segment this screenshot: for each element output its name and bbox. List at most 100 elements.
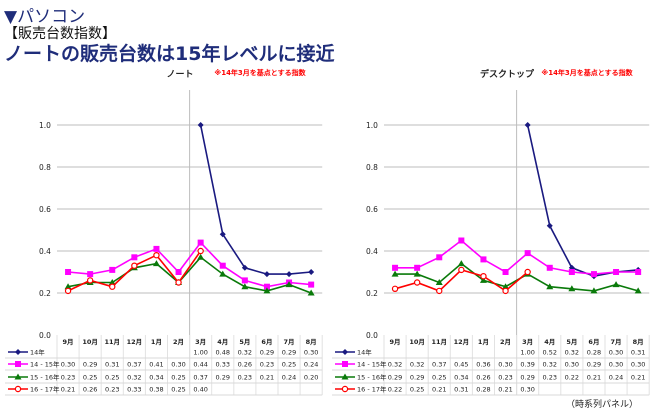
x-tick-label: 3月 xyxy=(522,338,533,346)
data-label: 0.41 xyxy=(149,361,163,369)
data-point xyxy=(286,271,293,278)
data-label: 0.29 xyxy=(388,374,402,382)
data-label: 0.30 xyxy=(498,361,512,369)
chart-note: ※14年3月を基点とする指数 xyxy=(541,68,633,77)
y-tick-label: 0.4 xyxy=(366,247,378,256)
data-label: 0.28 xyxy=(587,349,601,357)
x-tick-label: 2月 xyxy=(173,338,184,346)
data-label: 0.25 xyxy=(282,361,296,369)
x-tick-label: 4月 xyxy=(544,338,555,346)
data-point xyxy=(391,270,399,277)
data-point xyxy=(241,264,248,271)
legend-label: 14 - 15年 xyxy=(30,360,60,369)
data-label: 0.37 xyxy=(193,374,207,382)
data-point xyxy=(414,264,421,271)
data-label: 0.30 xyxy=(520,386,534,394)
y-tick-label: 0.6 xyxy=(39,205,51,214)
data-label: 0.29 xyxy=(282,349,296,357)
x-tick-label: 5月 xyxy=(566,338,577,346)
y-tick-label: 1.0 xyxy=(39,121,51,130)
data-label: 0.26 xyxy=(238,361,252,369)
data-point xyxy=(458,266,465,274)
data-point xyxy=(524,122,531,128)
data-point xyxy=(109,283,116,290)
data-point xyxy=(308,281,315,288)
data-point xyxy=(87,271,94,278)
data-label: 0.44 xyxy=(193,361,207,369)
data-label: 0.21 xyxy=(587,374,601,382)
data-point xyxy=(175,279,182,286)
data-label: 0.32 xyxy=(410,361,424,369)
y-tick-label: 0.2 xyxy=(366,289,378,298)
x-tick-label: 6月 xyxy=(588,338,599,346)
data-label: 0.25 xyxy=(410,386,424,394)
data-label: 0.34 xyxy=(149,374,163,382)
data-label: 0.30 xyxy=(61,361,75,369)
series-line xyxy=(395,239,639,275)
series-1 xyxy=(392,237,642,278)
y-tick-label: 0.6 xyxy=(366,205,378,214)
data-label: 0.29 xyxy=(410,374,424,382)
y-tick-label: 0.2 xyxy=(39,289,51,298)
y-tick-label: 0.8 xyxy=(39,163,51,172)
data-label: 0.32 xyxy=(565,349,579,357)
data-point xyxy=(457,260,465,267)
data-point xyxy=(391,285,399,292)
data-label: 0.31 xyxy=(454,386,468,394)
data-point xyxy=(64,283,72,290)
x-tick-label: 1月 xyxy=(151,338,162,346)
data-point xyxy=(413,270,421,277)
data-point xyxy=(546,283,554,290)
data-point xyxy=(219,270,227,277)
data-point xyxy=(436,287,443,295)
x-tick-label: 9月 xyxy=(390,338,401,346)
x-tick-label: 8月 xyxy=(306,338,317,346)
x-tick-label: 8月 xyxy=(633,338,644,346)
data-label: 0.29 xyxy=(83,361,97,369)
data-point xyxy=(65,269,72,275)
data-label: 0.28 xyxy=(476,386,490,394)
x-tick-label: 10月 xyxy=(409,338,425,346)
data-label: 0.26 xyxy=(476,374,490,382)
data-label: 0.21 xyxy=(61,386,75,394)
data-point xyxy=(86,277,94,284)
data-label: 0.37 xyxy=(432,361,446,369)
data-point xyxy=(568,269,575,275)
data-point xyxy=(479,276,487,283)
data-point xyxy=(197,253,205,260)
y-tick-label: 0.0 xyxy=(39,331,51,340)
data-label: 0.31 xyxy=(631,349,645,357)
y-tick-label: 1.0 xyxy=(366,121,378,130)
data-label: 0.30 xyxy=(565,361,579,369)
data-label: 0.24 xyxy=(282,374,296,382)
x-tick-label: 6月 xyxy=(261,338,272,346)
data-point xyxy=(285,281,293,288)
legend-label: 16 - 17年 xyxy=(30,385,60,394)
x-tick-label: 7月 xyxy=(611,338,622,346)
data-label: 0.30 xyxy=(609,361,623,369)
data-point xyxy=(458,237,465,244)
data-label: 0.39 xyxy=(520,361,534,369)
data-label: 0.33 xyxy=(216,361,230,369)
data-point xyxy=(197,239,204,246)
data-label: 0.37 xyxy=(127,361,141,369)
series-line xyxy=(67,241,312,288)
x-tick-label: 5月 xyxy=(239,338,250,346)
legend-marker xyxy=(15,349,21,355)
x-tick-label: 11月 xyxy=(431,338,447,346)
data-label: 0.30 xyxy=(609,349,623,357)
data-point xyxy=(308,269,315,275)
data-point xyxy=(263,283,270,290)
legend-marker xyxy=(15,361,21,367)
data-point xyxy=(502,283,510,290)
data-point xyxy=(502,269,509,275)
data-point xyxy=(109,266,116,273)
data-label: 0.25 xyxy=(171,374,185,382)
x-tick-label: 9月 xyxy=(63,338,74,346)
data-label: 0.32 xyxy=(238,349,252,357)
legend-label: 15 - 16年 xyxy=(30,373,60,382)
data-label: 0.29 xyxy=(587,361,601,369)
data-label: 0.20 xyxy=(304,374,318,382)
data-label: 0.52 xyxy=(543,349,557,357)
data-label: 0.30 xyxy=(304,349,318,357)
